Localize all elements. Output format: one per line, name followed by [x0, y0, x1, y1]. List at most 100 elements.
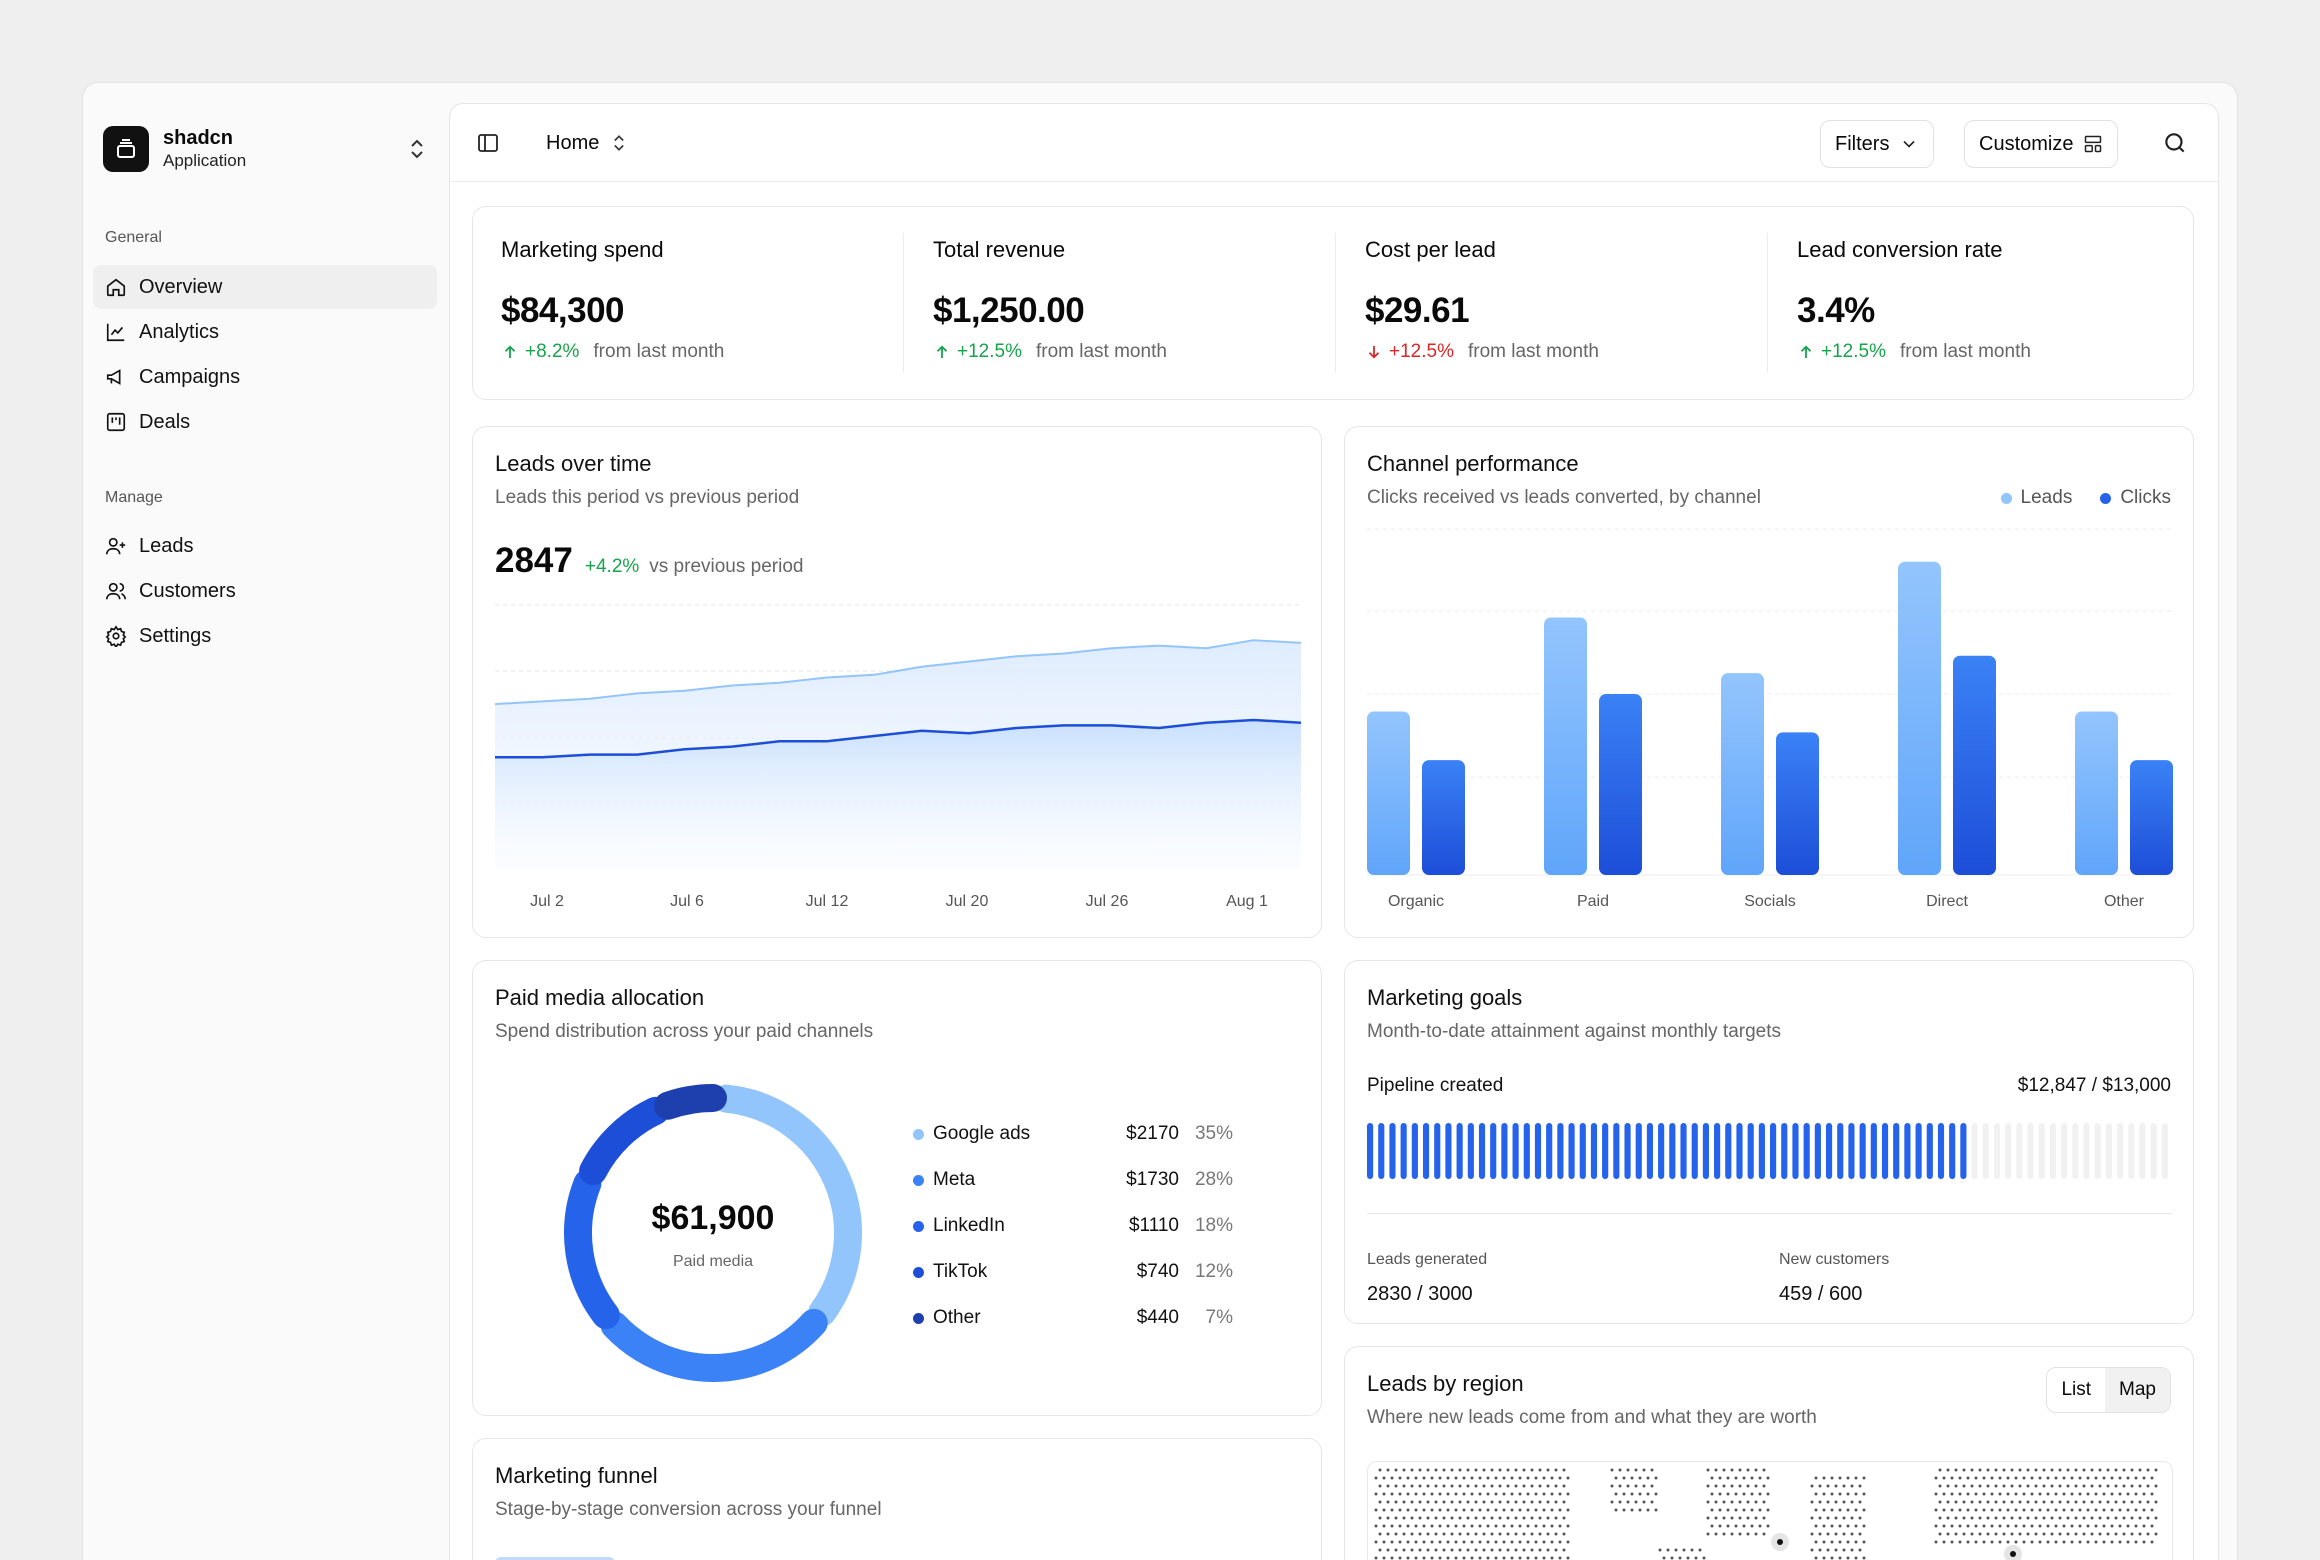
list-view-button[interactable]: List: [2061, 1379, 2092, 1400]
allocation-row: Google ads $2170 35%: [913, 1119, 1233, 1149]
nav-item-label: Customers: [139, 579, 236, 602]
map-dot: [1706, 1532, 1710, 1536]
card-title: Marketing goals: [1367, 985, 1523, 1010]
progress-tick-filled: [1367, 1123, 1374, 1179]
map-dot: [2086, 1492, 2090, 1496]
donut-slice-linkedin: [564, 1169, 620, 1330]
x-tick-label: Jul 20: [945, 893, 989, 910]
map-dot: [1506, 1516, 1510, 1520]
nav-item-deals[interactable]: Deals: [93, 400, 437, 444]
map-dot: [2018, 1468, 2022, 1472]
map-dot: [1834, 1484, 1838, 1488]
map-dot: [1458, 1468, 1462, 1472]
map-view-button[interactable]: Map: [2105, 1368, 2170, 1412]
map-dot: [1990, 1476, 1994, 1480]
map-dot: [2062, 1524, 2066, 1528]
map-dot: [2046, 1476, 2050, 1480]
map-dot: [1714, 1484, 1718, 1488]
progress-tick-filled: [1635, 1123, 1642, 1179]
nav-item-overview[interactable]: Overview: [93, 265, 437, 309]
map-dot: [1966, 1524, 1970, 1528]
map-dot: [1458, 1532, 1462, 1536]
map-dot: [2022, 1508, 2026, 1512]
map-dot: [1374, 1476, 1378, 1480]
progress-tick-filled: [1702, 1123, 1709, 1179]
map-dot: [1826, 1532, 1830, 1536]
nav-item-label: Settings: [139, 624, 212, 647]
map-dot: [1842, 1532, 1846, 1536]
map-dot: [2034, 1532, 2038, 1536]
brand-subtitle: Application: [163, 151, 247, 170]
sidebar-toggle-icon[interactable]: [476, 131, 500, 155]
card-title: Leads by region: [1367, 1371, 1524, 1396]
map-dot: [1526, 1540, 1530, 1544]
map-dot: [1634, 1500, 1638, 1504]
map-dot: [2130, 1516, 2134, 1520]
map-dot: [1394, 1516, 1398, 1520]
map-dot: [2094, 1492, 2098, 1496]
map-dot: [2014, 1492, 2018, 1496]
map-dot: [2142, 1524, 2146, 1528]
map-dot: [1814, 1476, 1818, 1480]
nav-item-analytics[interactable]: Analytics: [93, 310, 437, 354]
map-dot: [1822, 1492, 1826, 1496]
map-dot: [2018, 1516, 2022, 1520]
progress-tick-filled: [1915, 1123, 1922, 1179]
nav-item-settings[interactable]: Settings: [93, 614, 437, 658]
nav-item-leads[interactable]: Leads: [93, 524, 437, 568]
map-dot: [2118, 1476, 2122, 1480]
map-dot: [1846, 1508, 1850, 1512]
workspace-switcher[interactable]: shadcn Application: [103, 125, 429, 173]
map-dot: [1818, 1532, 1822, 1536]
customize-button[interactable]: Customize: [1964, 120, 2119, 168]
map-dot: [2050, 1468, 2054, 1472]
nav-item-campaigns[interactable]: Campaigns: [93, 355, 437, 399]
map-dot: [1838, 1492, 1842, 1496]
search-icon[interactable]: [2162, 130, 2188, 156]
map-dot: [1478, 1492, 1482, 1496]
page-switcher[interactable]: Home: [546, 126, 629, 160]
channel-amount: $1110: [1128, 1215, 1179, 1236]
marketing-goals-card: Marketing goals Month-to-date attainment…: [1344, 960, 2194, 1324]
map-dot: [1950, 1524, 1954, 1528]
brand-logo: [103, 126, 149, 172]
map-dot: [1982, 1492, 1986, 1496]
map-dot: [1566, 1492, 1570, 1496]
map-dot: [1858, 1516, 1862, 1520]
map-dot: [1966, 1540, 1970, 1544]
kpi-divider: [903, 233, 904, 373]
customize-label: Customize: [1979, 132, 2074, 155]
map-dot: [1714, 1516, 1718, 1520]
map-dot: [1562, 1468, 1566, 1472]
map-dot: [1830, 1540, 1834, 1544]
map-dot: [2082, 1532, 2086, 1536]
map-dot: [2086, 1524, 2090, 1528]
map-dot: [2138, 1468, 2142, 1472]
pipeline-progress-bar: [1367, 1123, 2168, 1179]
map-dot: [1546, 1500, 1550, 1504]
map-dot: [1986, 1468, 1990, 1472]
progress-tick-filled: [1881, 1123, 1889, 1179]
map-dot: [1718, 1476, 1722, 1480]
map-dot: [1630, 1476, 1634, 1480]
map-dot: [1406, 1556, 1410, 1560]
map-dot: [1742, 1492, 1746, 1496]
map-dot: [1458, 1484, 1462, 1488]
map-dot: [1954, 1500, 1958, 1504]
map-dot: [1534, 1556, 1538, 1560]
map-dot: [2002, 1532, 2006, 1536]
map-dot: [1982, 1476, 1986, 1480]
map-dot: [1494, 1540, 1498, 1544]
map-dot: [1814, 1524, 1818, 1528]
map-dot: [2138, 1484, 2142, 1488]
filters-button[interactable]: Filters: [1820, 120, 1935, 168]
map-dot: [2066, 1500, 2070, 1504]
map-dot: [1466, 1548, 1470, 1552]
map-dot: [1558, 1556, 1562, 1560]
map-dot: [1418, 1548, 1422, 1552]
map-dot: [2082, 1500, 2086, 1504]
map-dot: [1478, 1508, 1482, 1512]
nav-item-customers[interactable]: Customers: [93, 569, 437, 613]
map-dot: [1618, 1468, 1622, 1472]
map-dot: [1734, 1508, 1738, 1512]
